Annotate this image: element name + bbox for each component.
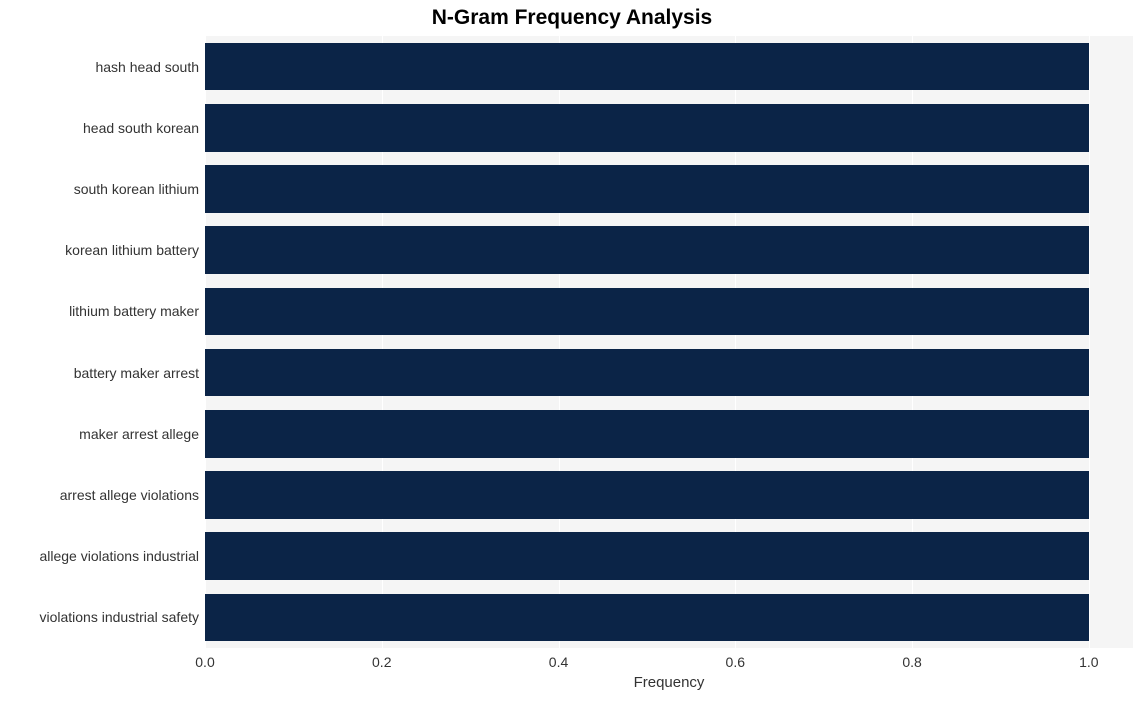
x-tick-label: 0.0 bbox=[195, 654, 214, 670]
bar bbox=[205, 410, 1089, 458]
y-tick-label: hash head south bbox=[95, 59, 199, 75]
bar bbox=[205, 532, 1089, 580]
x-tick-label: 0.8 bbox=[902, 654, 921, 670]
x-tick-label: 0.6 bbox=[726, 654, 745, 670]
gridline bbox=[1089, 36, 1090, 648]
bar bbox=[205, 288, 1089, 336]
plot-area bbox=[205, 36, 1133, 648]
bar bbox=[205, 471, 1089, 519]
y-tick-label: violations industrial safety bbox=[39, 609, 199, 625]
y-tick-label: allege violations industrial bbox=[39, 548, 199, 564]
bar bbox=[205, 43, 1089, 91]
y-tick-label: lithium battery maker bbox=[69, 303, 199, 319]
y-tick-label: head south korean bbox=[83, 120, 199, 136]
x-axis-label: Frequency bbox=[634, 674, 705, 691]
bar bbox=[205, 226, 1089, 274]
bar bbox=[205, 349, 1089, 397]
y-tick-label: arrest allege violations bbox=[60, 487, 199, 503]
bar bbox=[205, 104, 1089, 152]
y-tick-label: korean lithium battery bbox=[65, 242, 199, 258]
chart-title: N-Gram Frequency Analysis bbox=[0, 6, 1144, 30]
x-tick-label: 1.0 bbox=[1079, 654, 1098, 670]
y-tick-label: battery maker arrest bbox=[74, 365, 199, 381]
x-tick-label: 0.2 bbox=[372, 654, 391, 670]
bar bbox=[205, 594, 1089, 642]
y-tick-label: maker arrest allege bbox=[79, 426, 199, 442]
x-tick-label: 0.4 bbox=[549, 654, 568, 670]
y-tick-label: south korean lithium bbox=[74, 181, 199, 197]
ngram-chart: N-Gram Frequency Analysis Frequency hash… bbox=[0, 0, 1144, 701]
bar bbox=[205, 165, 1089, 213]
